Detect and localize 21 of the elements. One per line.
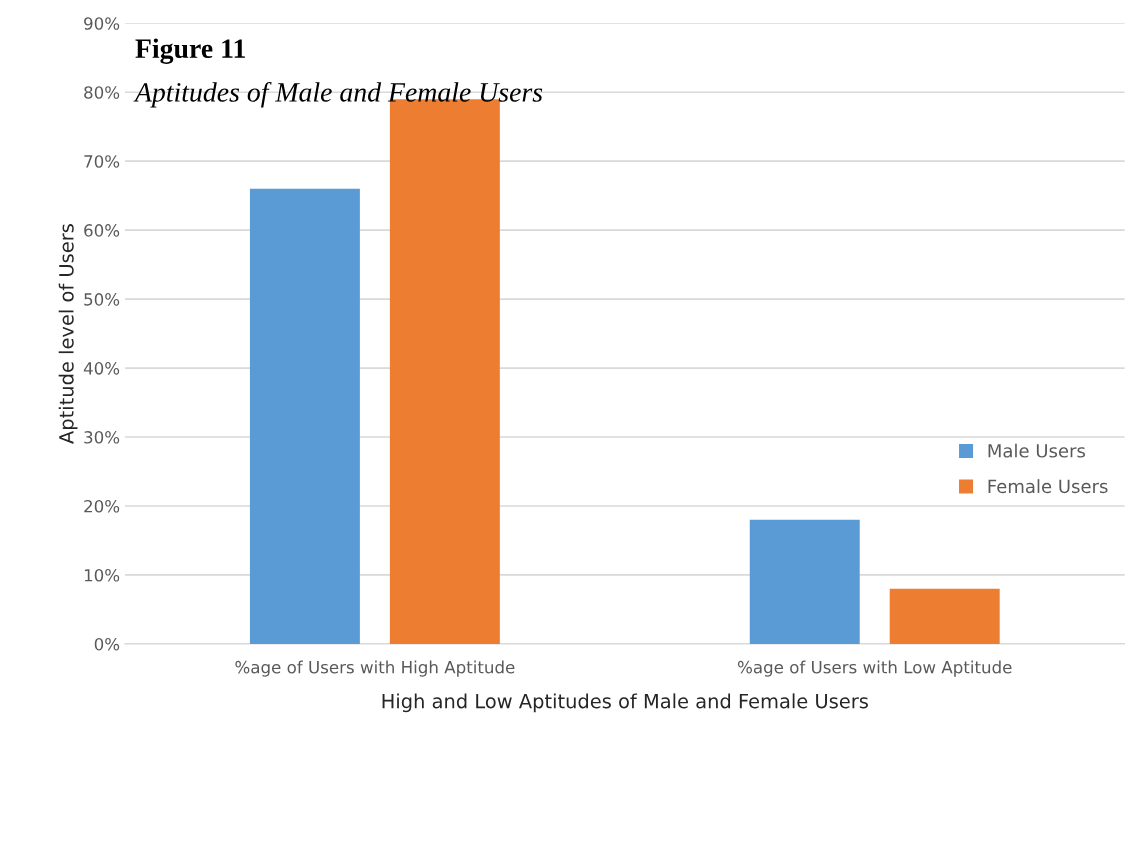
y-tick-label: 90% [84,17,120,30]
y-tick-label: 30% [84,431,120,444]
bar [749,519,860,644]
bar [249,188,360,644]
x-tick-label: %age of Users with Low Aptitude [737,660,1012,677]
x-tick-label: %age of Users with High Aptitude [235,660,515,677]
x-axis-title: High and Low Aptitudes of Male and Female Users [382,693,868,713]
y-tick-label: 10% [84,568,120,582]
y-axis-title: Aptitude level of Users [58,224,78,444]
y-tick-label: 20% [84,499,120,513]
y-tick-label: 80% [84,86,120,99]
bar [889,588,1000,644]
y-tick-label: 70% [84,155,120,168]
y-tick-label: 40% [83,362,120,375]
y-tick-label: 60% [84,224,120,237]
legend-label: Female Users [988,479,1108,494]
y-tick-label: 50% [84,293,120,306]
legend-label: Male Users [988,443,1085,458]
text: Figure 11 [135,38,245,64]
text: Aptitudes of Male and Female Users [133,81,543,108]
y-tick-label: 0% [94,637,120,651]
